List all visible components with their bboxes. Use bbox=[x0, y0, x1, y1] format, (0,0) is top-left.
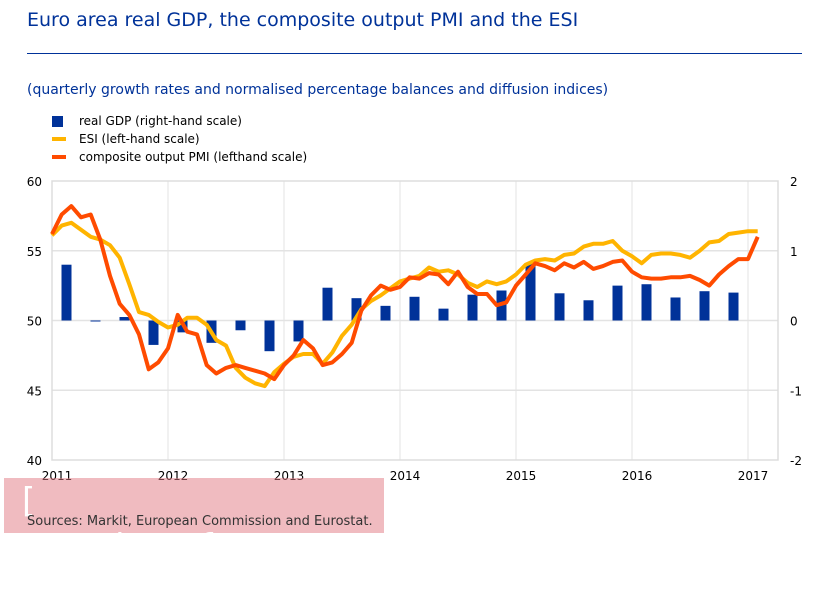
gdp-bar bbox=[264, 320, 275, 352]
gdp-bar bbox=[438, 308, 449, 321]
gdp-bar bbox=[699, 291, 710, 321]
left-tick-label: 45 bbox=[27, 384, 42, 398]
legend-swatch-pmi bbox=[52, 155, 66, 159]
plot-frame bbox=[51, 180, 779, 461]
gdp-bar bbox=[728, 292, 739, 321]
gdp-bar bbox=[119, 317, 130, 321]
legend-swatch-esi bbox=[52, 137, 66, 141]
legend: real GDP (right-hand scale) ESI (left-ha… bbox=[52, 112, 307, 166]
title-divider bbox=[27, 53, 802, 54]
x-tick-label: 2015 bbox=[506, 469, 537, 483]
left-tick-label: 55 bbox=[27, 245, 42, 259]
x-tick-label: 2013 bbox=[274, 469, 305, 483]
gdp-bar bbox=[670, 297, 681, 321]
left-tick-label: 40 bbox=[27, 454, 42, 468]
x-tick-label: 2014 bbox=[390, 469, 421, 483]
gdp-bar bbox=[148, 320, 159, 345]
legend-label: ESI (left-hand scale) bbox=[79, 132, 200, 146]
left-tick-label: 50 bbox=[27, 315, 42, 329]
right-tick-label: -1 bbox=[790, 384, 802, 398]
legend-label: real GDP (right-hand scale) bbox=[79, 114, 242, 128]
right-tick-label: 0 bbox=[790, 315, 798, 329]
legend-item-pmi: composite output PMI (lefthand scale) bbox=[52, 148, 307, 166]
gdp-bar bbox=[525, 264, 536, 321]
chart-subtitle: (quarterly growth rates and normalised p… bbox=[27, 82, 609, 98]
gdp-bar bbox=[612, 285, 623, 321]
right-tick-label: -2 bbox=[790, 454, 802, 468]
legend-label: composite output PMI (lefthand scale) bbox=[79, 150, 308, 164]
gdp-bar bbox=[380, 305, 391, 321]
left-tick-label: 60 bbox=[27, 175, 42, 189]
gdp-bar bbox=[583, 300, 594, 321]
pmi-line bbox=[50, 204, 760, 382]
gdp-bar bbox=[90, 320, 101, 322]
gdp-bar bbox=[235, 320, 246, 331]
right-tick-label: 2 bbox=[790, 175, 798, 189]
legend-swatch-gdp bbox=[52, 115, 63, 127]
gdp-bar bbox=[322, 287, 333, 321]
gdp-bar bbox=[61, 264, 72, 321]
gdp-bar bbox=[554, 293, 565, 321]
gdp-bar bbox=[293, 320, 304, 342]
legend-item-gdp: real GDP (right-hand scale) bbox=[52, 112, 307, 130]
right-tick-label: 1 bbox=[790, 245, 798, 259]
x-tick-label: 2011 bbox=[42, 469, 73, 483]
source-note: Sources: Markit, European Commission and… bbox=[27, 514, 373, 529]
legend-item-esi: ESI (left-hand scale) bbox=[52, 130, 307, 148]
chart-title: Euro area real GDP, the composite output… bbox=[27, 9, 579, 31]
x-tick-label: 2017 bbox=[738, 469, 769, 483]
gdp-bar bbox=[409, 296, 420, 321]
gdp-bar bbox=[467, 294, 478, 321]
x-tick-label: 2012 bbox=[158, 469, 189, 483]
x-tick-label: 2016 bbox=[622, 469, 653, 483]
gdp-bar bbox=[641, 284, 652, 321]
gdp-bar bbox=[351, 298, 362, 321]
chart-plot: 40 45 50 55 60 -2 -1 0 1 2 2011 2012 2013 2014 2015 201… bbox=[27, 175, 802, 483]
